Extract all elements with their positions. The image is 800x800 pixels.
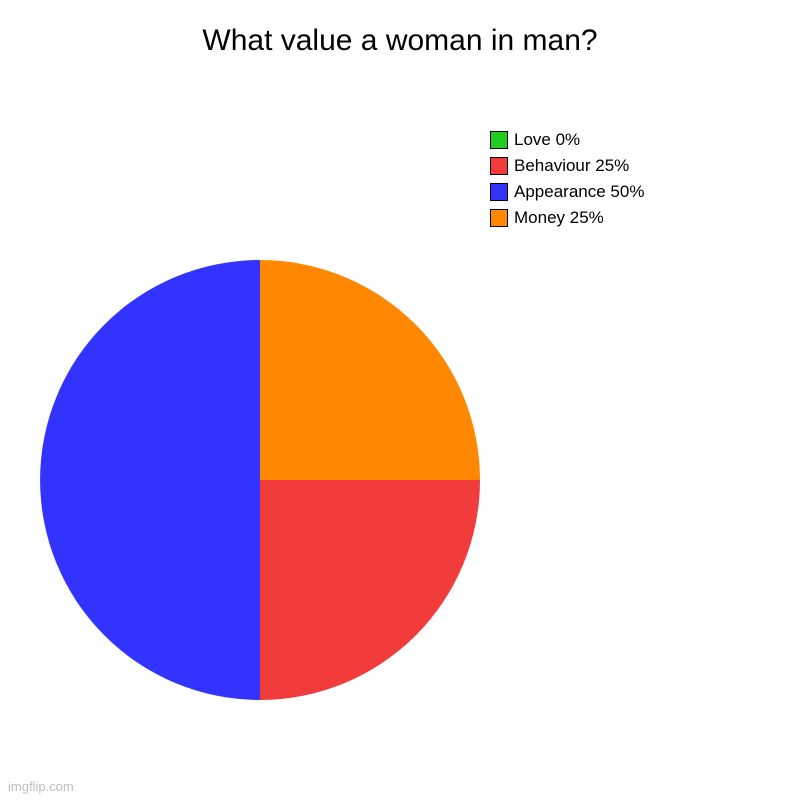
chart-title: What value a woman in man? — [0, 24, 800, 58]
pie-slice — [260, 480, 480, 700]
pie-slice — [40, 260, 260, 700]
legend-swatch — [490, 209, 508, 227]
pie-svg — [40, 260, 480, 700]
legend-swatch — [490, 183, 508, 201]
legend-label: Love 0% — [514, 130, 580, 150]
legend-item: Appearance 50% — [490, 182, 644, 202]
pie-slice — [260, 260, 480, 480]
legend-label: Appearance 50% — [514, 182, 644, 202]
legend-item: Love 0% — [490, 130, 644, 150]
legend-label: Behaviour 25% — [514, 156, 629, 176]
legend-item: Behaviour 25% — [490, 156, 644, 176]
chart-legend: Love 0% Behaviour 25% Appearance 50% Money … — [490, 130, 644, 234]
watermark-text: imgflip.com — [8, 779, 74, 794]
legend-label: Money 25% — [514, 208, 604, 228]
legend-item: Money 25% — [490, 208, 644, 228]
legend-swatch — [490, 131, 508, 149]
legend-swatch — [490, 157, 508, 175]
pie-chart — [40, 260, 480, 705]
